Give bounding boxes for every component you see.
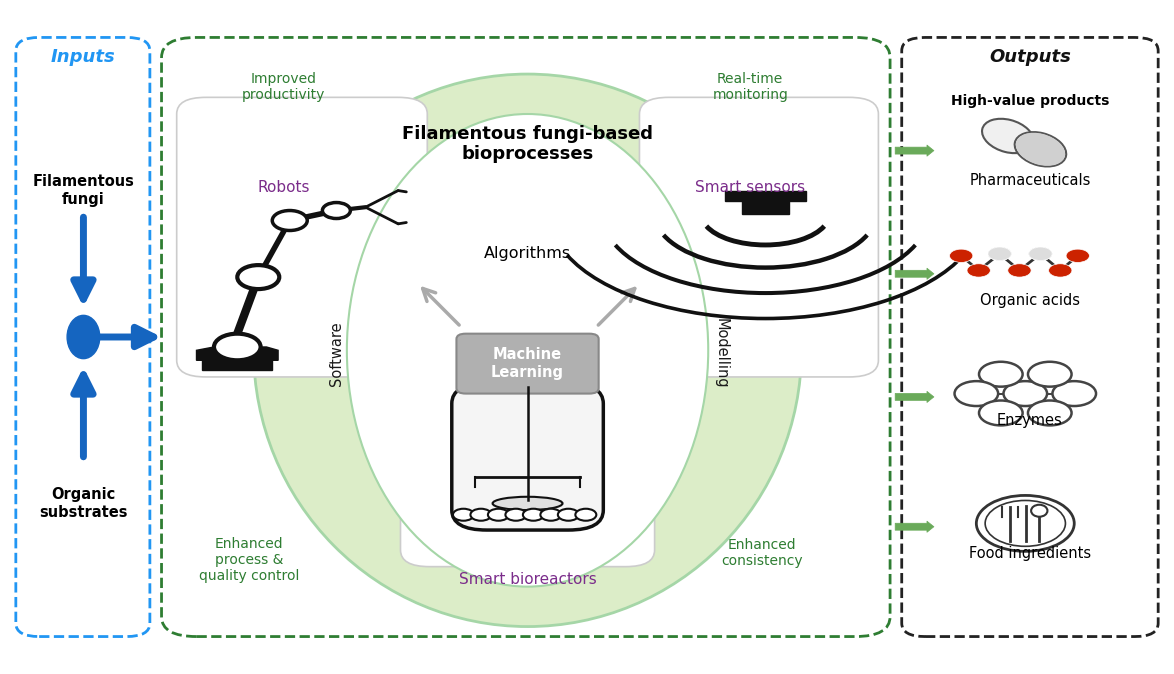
Circle shape bbox=[237, 265, 279, 289]
Text: Smart sensors: Smart sensors bbox=[695, 180, 805, 195]
Ellipse shape bbox=[981, 119, 1033, 153]
Circle shape bbox=[522, 509, 544, 521]
Circle shape bbox=[954, 381, 998, 406]
Text: Machine
Learning: Machine Learning bbox=[491, 347, 564, 380]
Text: Enhanced
process &
quality control: Enhanced process & quality control bbox=[198, 537, 299, 583]
Circle shape bbox=[979, 400, 1023, 425]
Text: Improved
productivity: Improved productivity bbox=[242, 72, 325, 102]
FancyBboxPatch shape bbox=[400, 367, 655, 567]
Text: Food ingredients: Food ingredients bbox=[969, 546, 1091, 561]
Polygon shape bbox=[742, 199, 789, 214]
FancyBboxPatch shape bbox=[640, 97, 878, 377]
Text: Smart bioreactors: Smart bioreactors bbox=[459, 572, 596, 588]
Circle shape bbox=[1028, 247, 1052, 260]
FancyArrowPatch shape bbox=[896, 268, 935, 279]
Text: High-value products: High-value products bbox=[951, 94, 1109, 108]
Text: Enzymes: Enzymes bbox=[997, 412, 1062, 428]
Ellipse shape bbox=[254, 74, 802, 627]
Text: Organic acids: Organic acids bbox=[980, 293, 1080, 308]
Text: Robots: Robots bbox=[257, 180, 310, 195]
Circle shape bbox=[540, 509, 561, 521]
Circle shape bbox=[1028, 400, 1072, 425]
Circle shape bbox=[453, 509, 474, 521]
FancyArrowPatch shape bbox=[896, 145, 935, 156]
Ellipse shape bbox=[1031, 505, 1047, 517]
FancyBboxPatch shape bbox=[452, 384, 603, 530]
Circle shape bbox=[1004, 381, 1047, 406]
Ellipse shape bbox=[1014, 132, 1066, 166]
Circle shape bbox=[1052, 381, 1097, 406]
Polygon shape bbox=[196, 347, 278, 361]
Circle shape bbox=[1007, 264, 1031, 277]
Circle shape bbox=[1028, 362, 1072, 387]
Polygon shape bbox=[505, 375, 551, 387]
Circle shape bbox=[214, 334, 261, 361]
Polygon shape bbox=[202, 359, 272, 370]
Text: Real-time
monitoring: Real-time monitoring bbox=[713, 72, 788, 102]
Text: Filamentous fungi-based
bioprocesses: Filamentous fungi-based bioprocesses bbox=[402, 125, 653, 163]
FancyBboxPatch shape bbox=[15, 38, 150, 636]
Circle shape bbox=[950, 249, 973, 262]
Ellipse shape bbox=[346, 114, 708, 586]
Text: Pharmaceuticals: Pharmaceuticals bbox=[970, 173, 1091, 188]
Circle shape bbox=[1066, 249, 1089, 262]
Circle shape bbox=[979, 362, 1023, 387]
Circle shape bbox=[505, 509, 526, 521]
FancyBboxPatch shape bbox=[902, 38, 1159, 636]
Text: Outputs: Outputs bbox=[989, 49, 1071, 67]
Circle shape bbox=[967, 264, 991, 277]
Polygon shape bbox=[513, 364, 541, 377]
FancyBboxPatch shape bbox=[162, 38, 890, 636]
Circle shape bbox=[558, 509, 579, 521]
Circle shape bbox=[1048, 264, 1072, 277]
Ellipse shape bbox=[1016, 133, 1065, 166]
Ellipse shape bbox=[493, 497, 562, 510]
Text: Modelling: Modelling bbox=[714, 318, 729, 389]
Circle shape bbox=[1028, 247, 1052, 260]
Text: Inputs: Inputs bbox=[50, 49, 116, 67]
FancyBboxPatch shape bbox=[457, 334, 599, 394]
Circle shape bbox=[575, 509, 596, 521]
Circle shape bbox=[989, 247, 1011, 260]
Circle shape bbox=[323, 202, 350, 218]
Text: Software: Software bbox=[329, 321, 344, 386]
Circle shape bbox=[488, 509, 508, 521]
Circle shape bbox=[471, 509, 492, 521]
Circle shape bbox=[989, 247, 1011, 260]
Text: Filamentous
fungi: Filamentous fungi bbox=[33, 175, 134, 207]
Text: Organic
substrates: Organic substrates bbox=[39, 487, 128, 520]
Polygon shape bbox=[724, 191, 807, 201]
Text: Algorithms: Algorithms bbox=[484, 246, 571, 262]
Circle shape bbox=[272, 210, 308, 231]
Text: Enhanced
consistency: Enhanced consistency bbox=[721, 539, 803, 568]
FancyArrowPatch shape bbox=[896, 521, 935, 532]
Ellipse shape bbox=[67, 315, 100, 359]
FancyArrowPatch shape bbox=[896, 392, 935, 402]
FancyBboxPatch shape bbox=[176, 97, 427, 377]
Circle shape bbox=[977, 495, 1074, 551]
